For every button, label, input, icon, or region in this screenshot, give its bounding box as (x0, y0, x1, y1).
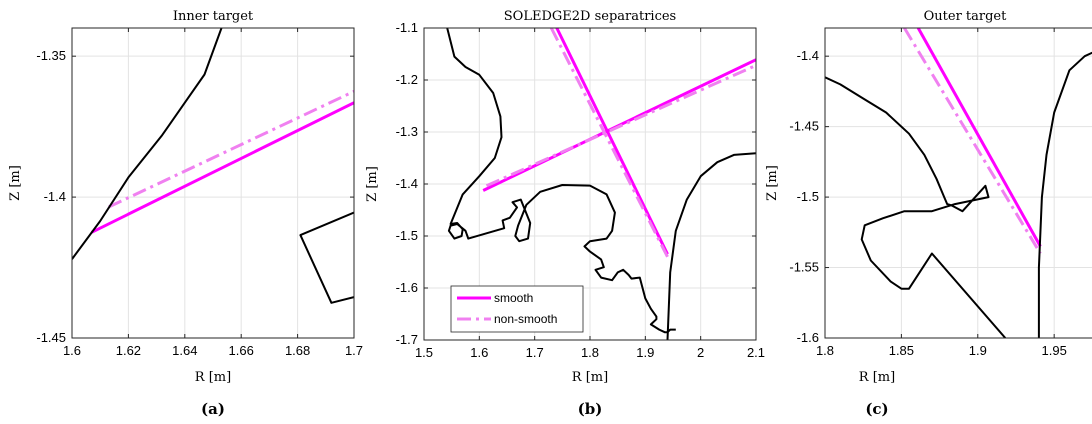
panel-outer-target: 1.8 1.85 1.9 1.95 -1.6 -1.55 -1.5 -1.45 -1.4 Out… (765, 9, 1092, 418)
x-tick-label: 1.9 (969, 343, 987, 358)
x-tick-label: 1.64 (172, 343, 197, 358)
x-axis-label: R [m] (859, 370, 895, 385)
y-tick-label: -1.2 (396, 72, 418, 87)
tick-layer: 1.6 1.62 1.64 1.66 1.68 1.7 -1.45 -1.4 -1.35 (36, 28, 363, 358)
grid (824, 28, 1092, 339)
wall-contour (72, 28, 223, 260)
y-tick-label: -1.4 (44, 189, 66, 204)
y-tick-label: -1.5 (396, 228, 418, 243)
x-tick-label: 1.95 (1042, 343, 1067, 358)
legend-label-non-smooth: non-smooth (494, 312, 557, 326)
y-axis-label: Z [m] (765, 165, 780, 201)
x-tick-label: 1.62 (116, 343, 141, 358)
wall-contour (446, 28, 676, 334)
y-tick-label: -1.1 (396, 20, 418, 35)
y-tick-label: -1.4 (797, 48, 819, 63)
y-tick-label: -1.45 (789, 119, 819, 134)
x-tick-label: 1.68 (285, 343, 310, 358)
y-tick-label: -1.55 (789, 260, 819, 275)
series-line-smooth (555, 28, 669, 255)
series-layer (446, 28, 756, 340)
wall-contour (825, 76, 1007, 338)
axes-frame (71, 27, 355, 339)
panel-title: SOLEDGE2D separatrices (504, 9, 676, 24)
y-axis-label: Z [m] (8, 165, 23, 201)
y-tick-label: -1.45 (36, 330, 66, 345)
y-axis-label: Z [m] (365, 166, 380, 202)
x-tick-label: 1.85 (889, 343, 914, 358)
x-axis-label: R [m] (195, 370, 231, 385)
x-tick-label: 2 (697, 345, 704, 360)
y-tick-label: -1.7 (396, 332, 418, 347)
tick-layer: 1.5 1.6 1.7 1.8 1.9 2 2.1 -1.7 -1.6 -1.5 -1.4 -1.3 -… (396, 20, 765, 360)
axes-frame (824, 27, 1092, 339)
x-tick-label: 1.8 (581, 345, 599, 360)
y-tick-label: -1.5 (797, 189, 819, 204)
panel-caption: (a) (201, 400, 225, 418)
x-tick-label: 1.5 (415, 345, 433, 360)
x-tick-label: 1.9 (636, 345, 654, 360)
x-axis-label: R [m] (572, 370, 608, 385)
series-line-smooth (916, 28, 1042, 248)
grid (71, 28, 355, 339)
series-line-non-smooth (903, 28, 1042, 255)
y-tick-label: -1.6 (797, 330, 819, 345)
tick-layer: 1.8 1.85 1.9 1.95 -1.6 -1.55 -1.5 -1.45 -1.4 (789, 28, 1067, 358)
x-tick-label: 1.7 (526, 345, 544, 360)
x-tick-label: 1.8 (816, 343, 834, 358)
y-tick-label: -1.6 (396, 280, 418, 295)
panel-caption: (c) (865, 400, 888, 418)
series-line-non-smooth (549, 28, 669, 258)
panel-caption: (b) (578, 400, 603, 418)
y-tick-label: -1.3 (396, 124, 418, 139)
y-tick-label: -1.35 (36, 48, 66, 63)
legend: smooth non-smooth (450, 285, 584, 333)
legend-label-smooth: smooth (494, 291, 533, 305)
panel-title: Inner target (173, 9, 254, 24)
series-line-smooth (91, 101, 354, 234)
series-layer (825, 28, 1092, 338)
x-tick-label: 1.66 (229, 343, 254, 358)
panel-inner-target: 1.6 1.62 1.64 1.66 1.68 1.7 -1.45 -1.4 -1.35 Inn… (8, 9, 363, 418)
y-tick-label: -1.4 (396, 176, 418, 191)
legend-box (450, 285, 584, 333)
panel-soledge2d-separatrices: 1.5 1.6 1.7 1.8 1.9 2 2.1 -1.7 -1.6 -1.5 -1.4 -1.3 -… (365, 9, 765, 418)
series-layer (72, 28, 354, 304)
wall-contour (299, 211, 354, 304)
x-tick-label: 1.7 (345, 343, 363, 358)
x-tick-label: 2.1 (747, 345, 765, 360)
panel-title: Outer target (924, 9, 1007, 24)
series-line-non-smooth (108, 90, 354, 209)
x-tick-label: 1.6 (63, 343, 81, 358)
x-tick-label: 1.6 (470, 345, 488, 360)
series-line-non-smooth (485, 64, 756, 188)
wall-contour (666, 152, 756, 340)
wall-contour (1037, 51, 1092, 338)
